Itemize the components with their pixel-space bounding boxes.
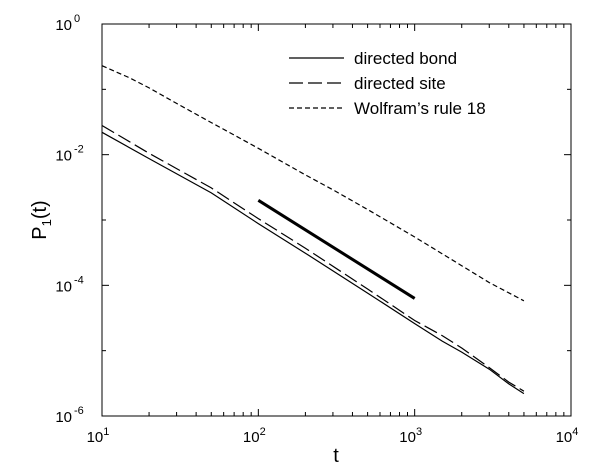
y-axis-label-suffix: (t): [29, 200, 51, 219]
legend: directed bond directed site Wolfram’s rule…: [289, 49, 486, 118]
y-tick-label: 10: [55, 148, 72, 165]
x-tick-label: 103: [399, 426, 422, 446]
y-tick-label-exponent: -4: [74, 274, 84, 286]
x-tick-label: 102: [243, 426, 266, 446]
series-layer: [101, 65, 525, 395]
x-tick-label: 104: [556, 426, 579, 446]
y-tick-label: 10: [55, 278, 72, 295]
legend-label-0: directed bond: [354, 49, 457, 68]
y-tick-label-exponent: 0: [74, 13, 80, 25]
legend-label-2: Wolfram’s rule 18: [354, 99, 486, 118]
y-axis-label: P1(t): [29, 200, 54, 239]
tick-marks: [101, 23, 572, 417]
y-axis-label-base: P: [29, 226, 51, 239]
series-line-1: [101, 124, 525, 392]
y-tick-label-exponent: -6: [74, 405, 84, 417]
y-tick-label-exponent: -2: [74, 144, 84, 156]
y-tick-label: 10: [55, 409, 72, 426]
y-axis-label-subscript: 1: [39, 219, 54, 226]
series-line-0: [101, 131, 525, 395]
x-axis-label: t: [333, 445, 339, 467]
legend-label-1: directed site: [354, 74, 446, 93]
series-line-2: [101, 65, 525, 302]
reference-slope-line: [257, 199, 416, 300]
y-tick-label: 10: [55, 17, 72, 34]
x-tick-label: 101: [87, 426, 110, 446]
